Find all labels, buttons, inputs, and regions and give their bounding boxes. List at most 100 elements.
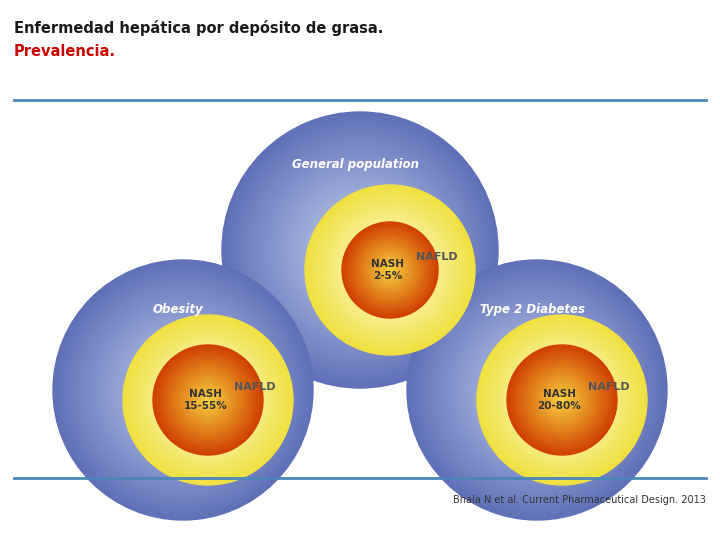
Circle shape xyxy=(521,374,553,406)
Circle shape xyxy=(170,377,196,403)
Circle shape xyxy=(539,376,585,423)
Circle shape xyxy=(556,394,568,406)
Circle shape xyxy=(492,330,632,470)
Circle shape xyxy=(365,245,415,295)
Circle shape xyxy=(534,373,590,428)
Circle shape xyxy=(379,259,400,281)
Circle shape xyxy=(513,351,611,449)
Circle shape xyxy=(357,237,423,303)
Circle shape xyxy=(433,286,641,494)
Circle shape xyxy=(389,268,392,272)
Circle shape xyxy=(300,190,420,310)
Circle shape xyxy=(532,385,542,395)
Circle shape xyxy=(288,178,432,322)
Circle shape xyxy=(518,356,606,444)
Circle shape xyxy=(369,249,411,291)
Circle shape xyxy=(266,156,454,344)
Circle shape xyxy=(341,231,379,269)
Circle shape xyxy=(541,380,582,421)
Circle shape xyxy=(280,170,440,330)
Circle shape xyxy=(247,137,473,363)
Circle shape xyxy=(230,120,490,380)
Circle shape xyxy=(495,348,579,431)
Circle shape xyxy=(346,236,374,264)
Circle shape xyxy=(172,364,244,436)
Circle shape xyxy=(274,165,446,335)
Circle shape xyxy=(387,267,392,273)
Circle shape xyxy=(505,359,568,421)
Circle shape xyxy=(163,355,253,444)
Circle shape xyxy=(482,335,592,444)
Circle shape xyxy=(539,376,585,423)
Circle shape xyxy=(241,131,479,369)
Circle shape xyxy=(264,153,456,347)
Text: NAFLD: NAFLD xyxy=(588,382,629,392)
Circle shape xyxy=(194,386,222,414)
Circle shape xyxy=(524,362,600,438)
Circle shape xyxy=(337,217,443,323)
Circle shape xyxy=(55,262,310,517)
Circle shape xyxy=(307,187,473,353)
Circle shape xyxy=(375,255,405,285)
Circle shape xyxy=(161,353,255,447)
Circle shape xyxy=(349,229,431,311)
Circle shape xyxy=(541,379,583,421)
Circle shape xyxy=(175,382,191,398)
Circle shape xyxy=(350,230,431,310)
Circle shape xyxy=(138,330,278,470)
Circle shape xyxy=(159,351,257,449)
Circle shape xyxy=(333,222,387,278)
Circle shape xyxy=(192,384,224,416)
Circle shape xyxy=(68,275,297,504)
Circle shape xyxy=(324,204,456,336)
Circle shape xyxy=(142,334,274,466)
Circle shape xyxy=(428,281,647,499)
Circle shape xyxy=(537,375,587,425)
Circle shape xyxy=(444,296,631,484)
Circle shape xyxy=(354,234,426,306)
Circle shape xyxy=(236,126,484,374)
Circle shape xyxy=(269,159,451,341)
Circle shape xyxy=(136,343,230,437)
Circle shape xyxy=(305,185,475,355)
Circle shape xyxy=(125,317,291,483)
Circle shape xyxy=(343,233,377,267)
Circle shape xyxy=(464,317,610,463)
Circle shape xyxy=(375,255,405,285)
Circle shape xyxy=(342,222,438,318)
Circle shape xyxy=(94,302,271,478)
Circle shape xyxy=(322,202,458,338)
Circle shape xyxy=(197,389,219,411)
Circle shape xyxy=(153,345,263,455)
Circle shape xyxy=(335,215,445,325)
Circle shape xyxy=(153,345,264,455)
Circle shape xyxy=(356,236,424,304)
Circle shape xyxy=(291,181,429,319)
Circle shape xyxy=(141,348,225,431)
Circle shape xyxy=(407,260,667,520)
Circle shape xyxy=(152,359,215,421)
Circle shape xyxy=(366,247,413,293)
Circle shape xyxy=(446,299,628,481)
Text: General population: General population xyxy=(292,158,418,171)
Circle shape xyxy=(166,357,251,442)
Text: NASH
15-55%: NASH 15-55% xyxy=(184,389,227,411)
Circle shape xyxy=(311,191,469,349)
Circle shape xyxy=(174,366,242,434)
Circle shape xyxy=(378,258,402,282)
Circle shape xyxy=(548,386,576,414)
Circle shape xyxy=(426,278,649,502)
Circle shape xyxy=(348,227,433,313)
Circle shape xyxy=(348,227,433,313)
Circle shape xyxy=(528,366,597,435)
Circle shape xyxy=(485,323,639,476)
Circle shape xyxy=(310,189,471,351)
Circle shape xyxy=(339,219,441,321)
Circle shape xyxy=(180,372,236,428)
Circle shape xyxy=(526,380,547,400)
Circle shape xyxy=(140,332,276,468)
Circle shape xyxy=(165,372,201,408)
Circle shape xyxy=(181,373,235,428)
Circle shape xyxy=(343,223,437,317)
Circle shape xyxy=(172,364,244,436)
